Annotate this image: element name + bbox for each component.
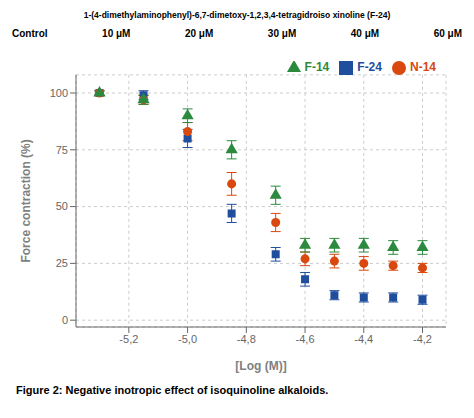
html-text:30 μM: 30 μM (267, 28, 297, 39)
html-text:60 μM: 60 μM (433, 28, 462, 39)
html-text:1-(4-dimethylaminophenyl)-6,7-: 1-(4-dimethylaminophenyl)-6,7-dimetoxy-1… (83, 10, 391, 20)
svg-text:-4,6: -4,6 (296, 333, 315, 345)
html-text:F-14: F-14 (304, 60, 330, 74)
svg-text:[Log (M)]: [Log (M)] (235, 359, 286, 373)
html-text:40 μM: 40 μM (350, 28, 380, 39)
html-text:N-14: N-14 (410, 60, 436, 74)
svg-text:-4,8: -4,8 (237, 333, 256, 345)
html-text:10 μM: 10 μM (102, 28, 131, 39)
svg-text:25: 25 (56, 257, 68, 269)
html-text:F-24: F-24 (357, 60, 382, 74)
html-text:20 μM: 20 μM (185, 28, 214, 39)
svg-text:-5,2: -5,2 (119, 333, 138, 345)
svg-text:-4,2: -4,2 (413, 333, 432, 345)
svg-text:-4,4: -4,4 (354, 333, 373, 345)
svg-text:-5,0: -5,0 (178, 333, 197, 345)
html-text:Control: Control (12, 28, 48, 39)
svg-text:50: 50 (56, 200, 68, 212)
svg-text:100: 100 (50, 87, 68, 99)
svg-text:0: 0 (62, 314, 68, 326)
svg-text:75: 75 (56, 144, 68, 156)
html-text:Figure 2: Negative inotropic e: Figure 2: Negative inotropic effect of i… (16, 384, 329, 396)
svg-text:Force contraction (%): Force contraction (%) (19, 139, 33, 262)
